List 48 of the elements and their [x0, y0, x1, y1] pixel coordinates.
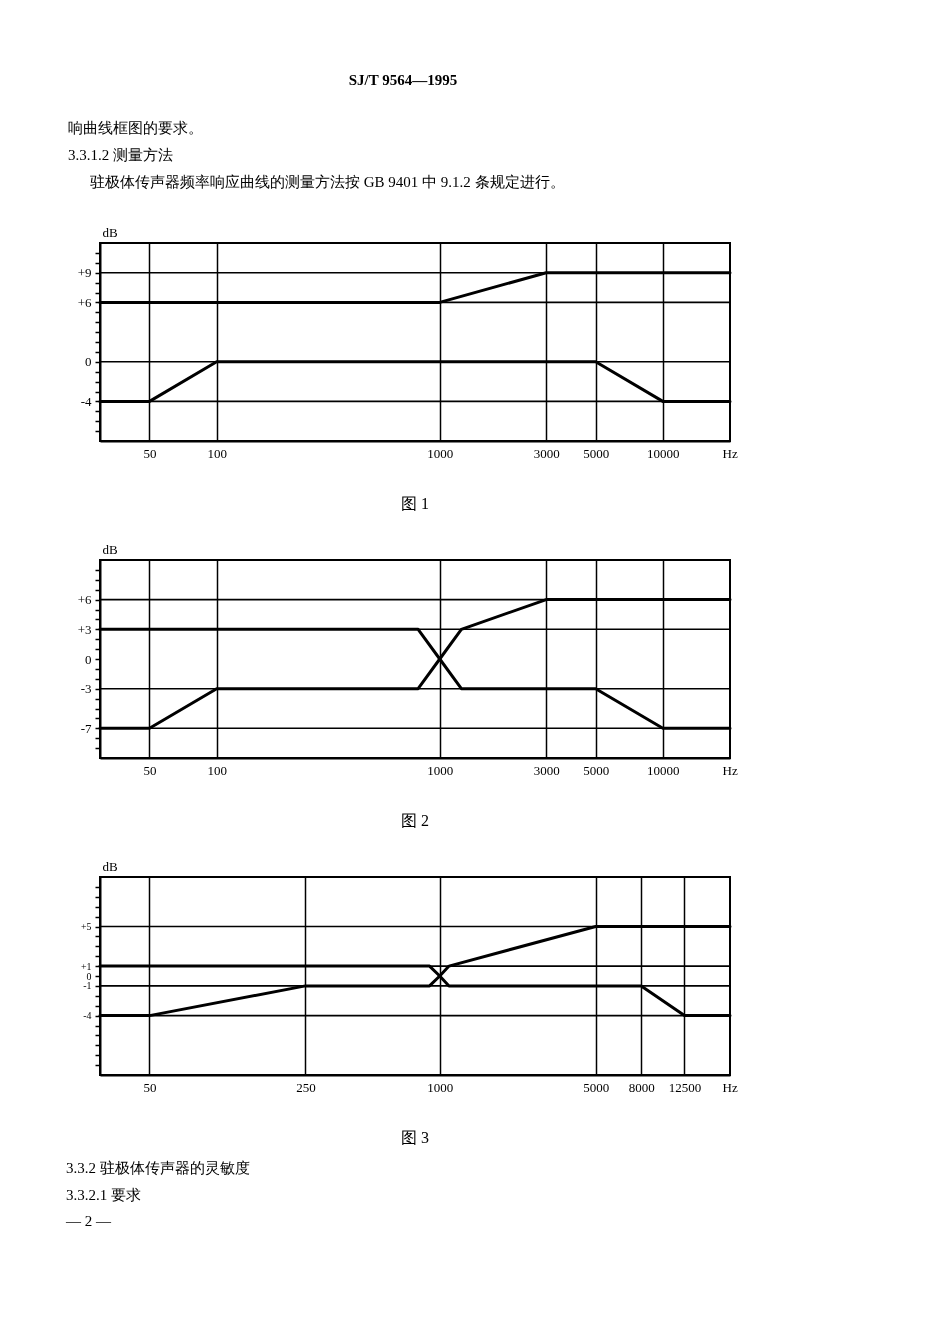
x-tick-label: 100: [207, 445, 227, 461]
text: 3.3.2 驻极体传声器的灵敏度: [66, 1160, 250, 1176]
y-tick-label: -4: [83, 1010, 92, 1022]
text: 响曲线框图的要求。: [68, 120, 203, 136]
x-tick-label: 3000: [533, 445, 560, 461]
x-tick-label: 100: [207, 762, 227, 778]
x-tick-label: 5000: [583, 445, 610, 461]
y-tick-label: +6: [77, 294, 92, 310]
x-tick-label: 12500: [668, 1079, 702, 1095]
x-tick-label: 5000: [583, 1079, 610, 1095]
text: — 2 —: [65, 1213, 112, 1229]
x-tick-label: 3000: [533, 762, 560, 778]
text: 3.3.2.1 要求: [66, 1187, 141, 1203]
x-tick-label: 1000: [427, 445, 454, 461]
y-tick-label: -4: [80, 393, 92, 409]
x-axis-title: Hz: [722, 762, 738, 778]
y-axis-title: dB: [102, 224, 118, 240]
text: 驻极体传声器频率响应曲线的测量方法按 GB 9401 中 9.1.2 条规定进行。: [90, 174, 565, 190]
text: 图 2: [401, 812, 429, 829]
x-tick-label: 1000: [427, 762, 454, 778]
x-tick-label: 10000: [647, 762, 680, 778]
text: 图 3: [401, 1129, 429, 1146]
y-tick-label: +9: [77, 265, 92, 281]
x-tick-label: 1000: [427, 1079, 454, 1095]
y-tick-label: -1: [83, 980, 92, 992]
y-tick-label: -3: [80, 681, 92, 697]
y-axis-title: dB: [102, 858, 118, 874]
text: SJ/T 9564—1995: [348, 72, 458, 88]
y-tick-label: 0: [85, 651, 92, 667]
y-tick-label: +6: [77, 592, 92, 608]
y-tick-label: -7: [80, 720, 92, 736]
text: 图 1: [401, 495, 429, 512]
y-tick-label: +3: [77, 621, 92, 637]
x-tick-label: 5000: [583, 762, 610, 778]
x-axis-title: Hz: [722, 445, 738, 461]
y-tick-label: 0: [86, 970, 92, 982]
y-tick-label: +5: [80, 921, 92, 932]
y-tick-label: +1: [80, 960, 92, 972]
text: 3.3.1.2 测量方法: [68, 147, 173, 163]
x-tick-label: 50: [143, 762, 157, 778]
x-tick-label: 250: [296, 1079, 316, 1095]
y-axis-title: dB: [102, 541, 118, 557]
x-tick-label: 50: [143, 445, 157, 461]
x-tick-label: 10000: [647, 445, 680, 461]
x-tick-label: 50: [143, 1079, 157, 1095]
x-tick-label: 8000: [628, 1079, 655, 1095]
x-axis-title: Hz: [722, 1079, 738, 1095]
y-tick-label: 0: [85, 354, 92, 370]
